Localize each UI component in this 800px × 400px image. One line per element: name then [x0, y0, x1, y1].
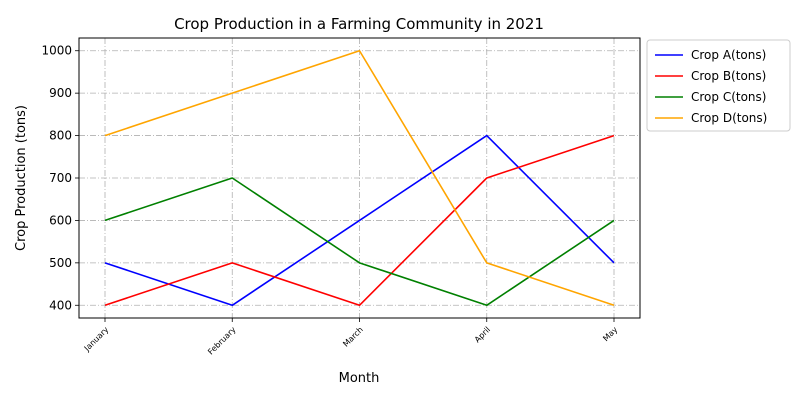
series-lines: [104, 49, 615, 307]
y-tick-label: 1000: [41, 44, 72, 58]
x-tick-label: February: [206, 325, 238, 357]
y-tick-label: 700: [49, 171, 72, 185]
y-axis-ticks: 400 500 600 700 800 900 1000: [41, 44, 79, 312]
legend-label: Crop A(tons): [691, 48, 766, 62]
x-tick-label: March: [341, 325, 365, 349]
x-tick-label: May: [601, 325, 619, 343]
y-tick-label: 900: [49, 86, 72, 100]
y-tick-label: 500: [49, 256, 72, 270]
legend-label: Crop B(tons): [691, 69, 766, 83]
series-line: [104, 134, 615, 307]
legend-box: [646, 39, 791, 132]
y-tick-label: 600: [49, 213, 72, 227]
x-tick-label: January: [82, 325, 111, 354]
legend: Crop A(tons) Crop B(tons) Crop C(tons) Crop…: [646, 39, 791, 132]
y-axis-label: Crop Production (tons): [14, 105, 29, 251]
legend-label: Crop C(tons): [691, 90, 766, 104]
series-line: [104, 134, 615, 307]
chart-title: Crop Production in a Farming Community i…: [174, 15, 544, 33]
x-axis-ticks: January February March April May: [82, 318, 620, 356]
x-tick-label: April: [473, 325, 492, 344]
series-line: [104, 49, 615, 307]
legend-label: Crop D(tons): [691, 111, 767, 125]
y-tick-label: 800: [49, 129, 72, 143]
grid-lines: [79, 38, 640, 318]
y-tick-label: 400: [49, 298, 72, 312]
x-axis-label: Month: [339, 371, 380, 386]
